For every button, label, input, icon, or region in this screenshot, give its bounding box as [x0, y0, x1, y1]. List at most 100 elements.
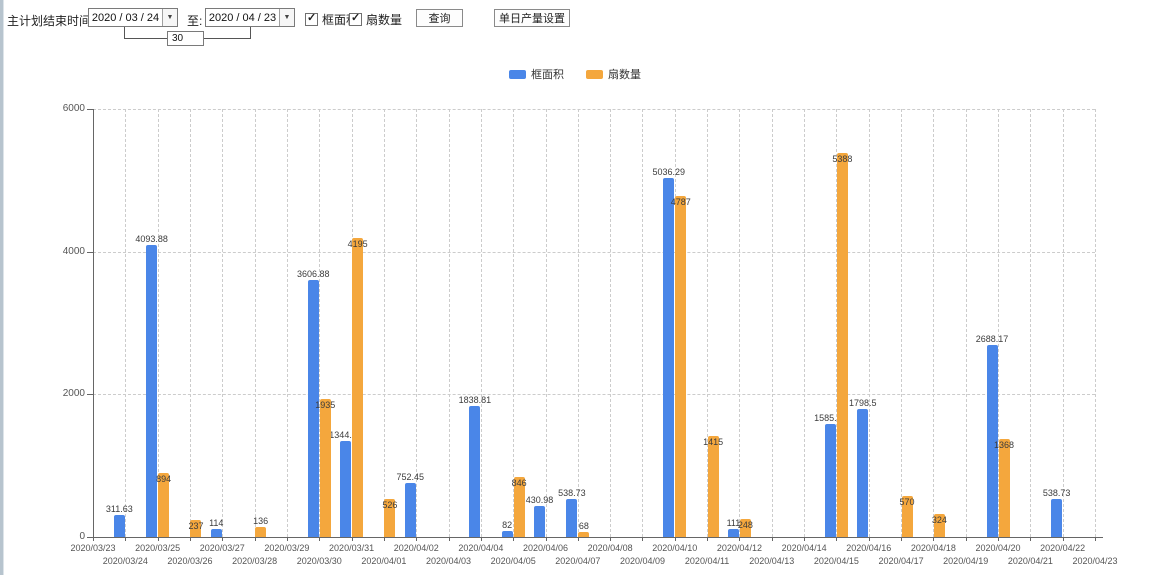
fan-count-bar [352, 237, 364, 537]
x-axis-tick [1095, 537, 1096, 541]
frame-area-bar [404, 483, 416, 537]
x-axis-date-label: 2020/04/23 [1072, 556, 1118, 566]
y-gridline [93, 251, 1095, 253]
x-gridline [739, 109, 741, 537]
x-axis-tick [157, 537, 159, 541]
bar-value-label: 3606.88 [296, 268, 330, 279]
bar-value-label: 4093.88 [135, 233, 168, 244]
fan-count-checkbox[interactable]: ✓ 扇数量 [349, 11, 402, 28]
checkbox-checked-icon[interactable]: ✓ [349, 12, 362, 26]
date-to-dropdown-icon[interactable]: ▼ [279, 9, 294, 26]
x-axis-tick [933, 537, 935, 541]
x-axis-tick [836, 537, 838, 541]
x-axis-tick [901, 537, 903, 541]
x-axis-date-label: 2020/04/12 [716, 543, 762, 553]
x-axis-date-label: 2020/03/29 [264, 543, 310, 553]
interval-days-input[interactable]: 30 [167, 31, 204, 46]
x-axis-date-label: 2020/04/15 [813, 556, 859, 566]
x-axis-tick [610, 537, 612, 541]
frame-area-bar [857, 408, 869, 537]
window-left-edge [0, 0, 4, 575]
x-axis-tick [545, 537, 547, 541]
bar-value-label: 5388 [832, 153, 853, 164]
x-gridline [933, 109, 935, 537]
bar-value-label: 5036.29 [652, 166, 686, 177]
x-axis-date-label: 2020/04/20 [975, 543, 1021, 553]
query-button[interactable]: 查询 [416, 9, 463, 27]
legend-label: 框面积 [531, 69, 564, 81]
bar-value-label: 846 [511, 477, 527, 488]
x-gridline [998, 109, 1000, 537]
fan-count-bar [836, 152, 848, 537]
x-axis-tick [804, 537, 806, 541]
date-from-value: 2020 / 03 / 24 [91, 11, 160, 24]
bar-value-label: 570 [899, 497, 915, 508]
x-axis-date-label: 2020/03/31 [329, 543, 375, 553]
date-from-picker[interactable]: 2020 / 03 / 24 ▼ [88, 8, 178, 27]
x-gridline [577, 109, 579, 537]
bar-value-label: 430.98 [525, 495, 554, 506]
x-gridline [125, 109, 127, 537]
bar-value-label: 1935 [315, 399, 336, 410]
x-axis-date-label: 2020/04/16 [846, 543, 892, 553]
bracket-line [124, 27, 125, 39]
date-from-dropdown-icon[interactable]: ▼ [162, 9, 177, 26]
frame-area-bar [307, 279, 319, 537]
x-axis-tick [125, 537, 127, 541]
x-axis-tick [513, 537, 515, 541]
bar-value-label: 1838.81 [458, 394, 492, 405]
x-axis-tick [707, 537, 709, 541]
y-axis-tick-label: 6000 [62, 103, 85, 114]
x-gridline [610, 109, 612, 537]
x-axis-date-label: 2020/04/03 [426, 556, 472, 566]
x-gridline [642, 109, 644, 537]
x-axis-date-label: 2020/04/10 [652, 543, 698, 553]
fan-count-bar [190, 520, 202, 537]
bar-value-label: 1798.5 [848, 397, 877, 408]
x-axis-date-label: 2020/04/02 [393, 543, 439, 553]
bar-value-label: 114 [209, 517, 224, 528]
x-axis-tick [480, 537, 482, 541]
date-to-picker[interactable]: 2020 / 04 / 23 ▼ [205, 8, 295, 27]
x-axis-date-label: 2020/03/30 [296, 556, 342, 566]
legend-item-frame-area[interactable]: 框面积 [509, 66, 564, 82]
frame-area-bar [501, 531, 513, 537]
x-axis-date-label: 2020/04/07 [555, 556, 601, 566]
x-axis-tick [642, 537, 644, 541]
x-axis-tick [998, 537, 1000, 541]
checkbox-checked-icon[interactable]: ✓ [305, 12, 318, 26]
x-axis-tick [383, 537, 385, 541]
bar-value-label: 4195 [347, 238, 368, 249]
x-axis-date-label: 2020/04/08 [587, 543, 633, 553]
frame-area-bar [1051, 498, 1063, 537]
x-gridline [448, 109, 450, 537]
y-gridline [93, 109, 1095, 110]
fan-count-bar [998, 439, 1010, 537]
bracket-line [203, 38, 250, 39]
bar-value-label: 894 [156, 474, 172, 485]
bar-value-label: 248 [737, 520, 753, 531]
bar-value-label: 538.73 [1042, 487, 1071, 498]
bar-value-label: 237 [188, 521, 204, 532]
x-axis-date-label: 2020/04/17 [878, 556, 924, 566]
x-axis-date-label: 2020/04/04 [458, 543, 504, 553]
x-axis-date-label: 2020/04/13 [749, 556, 795, 566]
bracket-line [250, 27, 251, 39]
x-axis-tick [351, 537, 353, 541]
fan-count-bar [319, 398, 331, 537]
x-axis-tick [254, 537, 256, 541]
x-axis-tick [319, 537, 321, 541]
bar-value-label: 1368 [994, 440, 1015, 451]
daily-output-settings-button[interactable]: 单日产量设置 [494, 9, 570, 27]
y-axis-line [93, 109, 94, 538]
x-axis-tick [189, 537, 191, 541]
frame-area-bar [340, 441, 352, 537]
legend-item-fan-count[interactable]: 扇数量 [586, 66, 641, 82]
x-axis-date-label: 2020/04/22 [1040, 543, 1086, 553]
bar-value-label: 1344.95 [329, 430, 362, 441]
bar-value-label: 136 [253, 516, 269, 527]
y-gridline [93, 394, 1095, 396]
bar-value-label: 4787 [670, 196, 691, 207]
